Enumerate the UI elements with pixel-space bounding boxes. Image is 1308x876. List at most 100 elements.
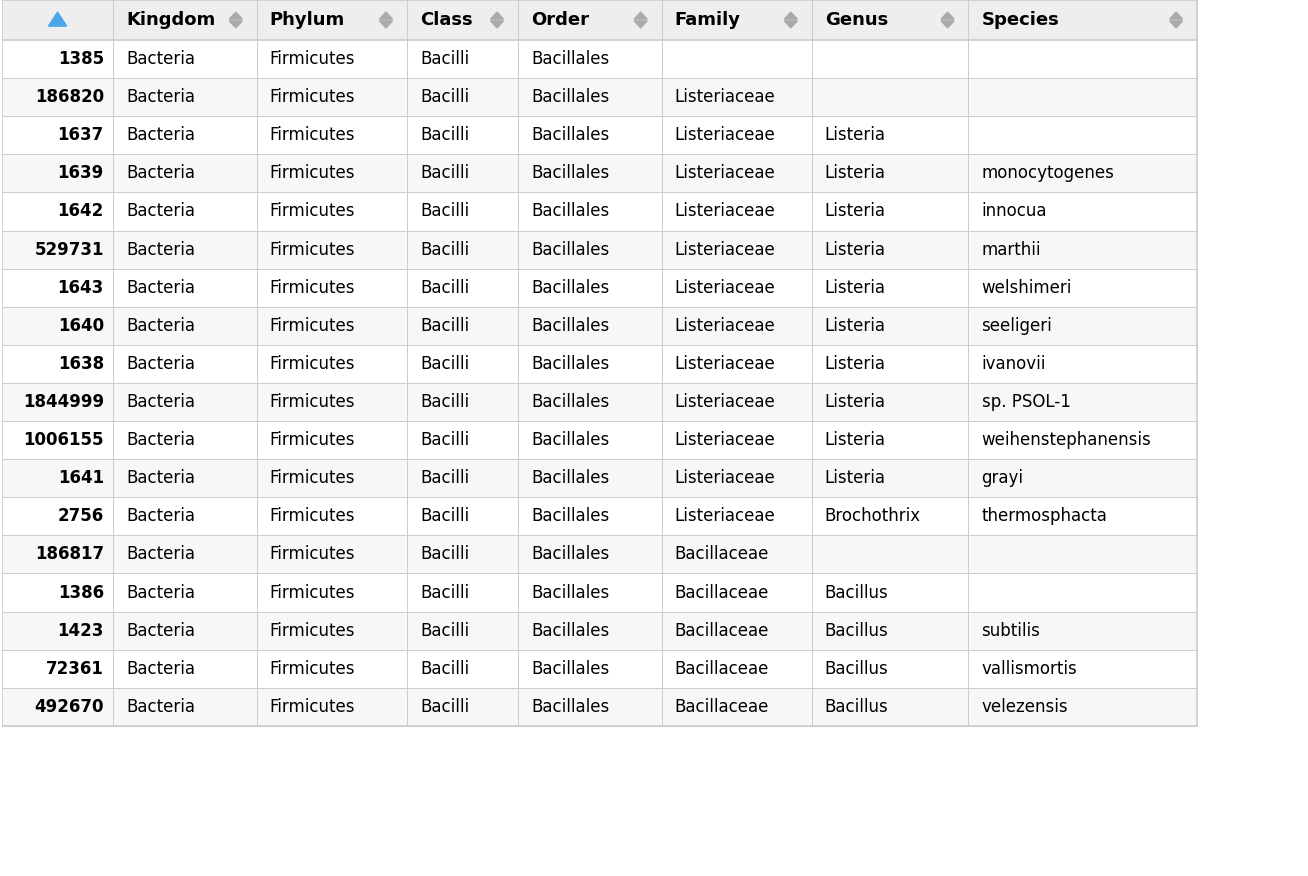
Text: 1640: 1640 [58,317,103,335]
Text: Bacillales: Bacillales [531,622,610,639]
Bar [3,498,1197,535]
Text: Bacilli: Bacilli [420,317,470,335]
Text: velezensis: velezensis [981,698,1069,716]
Text: Firmicutes: Firmicutes [269,470,356,487]
Text: Bacillaceae: Bacillaceae [675,698,769,716]
Text: Bacteria: Bacteria [126,393,195,411]
Text: Listeria: Listeria [825,241,886,258]
Text: Phylum: Phylum [269,11,345,29]
Text: Listeria: Listeria [825,279,886,297]
Text: Bacteria: Bacteria [126,202,195,221]
Text: subtilis: subtilis [981,622,1040,639]
Bar [3,574,1197,611]
Text: 1642: 1642 [58,202,103,221]
Bar [3,345,1197,383]
Text: Listeria: Listeria [825,165,886,182]
Text: 1639: 1639 [58,165,103,182]
Text: Bacillaceae: Bacillaceae [675,583,769,602]
Text: Bacilli: Bacilli [420,431,470,449]
Text: Firmicutes: Firmicutes [269,355,356,373]
Polygon shape [785,21,798,28]
Text: Brochothrix: Brochothrix [825,507,921,526]
Text: Bacteria: Bacteria [126,50,195,68]
Text: Bacilli: Bacilli [420,660,470,678]
Polygon shape [379,12,392,19]
Text: Bacillales: Bacillales [531,470,610,487]
Text: 2756: 2756 [58,507,103,526]
Polygon shape [379,21,392,28]
Bar [3,611,1197,650]
Bar [3,40,1197,78]
Polygon shape [785,12,798,19]
Text: Firmicutes: Firmicutes [269,279,356,297]
Text: 1638: 1638 [58,355,103,373]
Text: Listeriaceae: Listeriaceae [675,202,776,221]
Text: Bacteria: Bacteria [126,355,195,373]
Text: Bacilli: Bacilli [420,165,470,182]
Text: innocua: innocua [981,202,1046,221]
Text: Bacteria: Bacteria [126,507,195,526]
Text: Listeriaceae: Listeriaceae [675,88,776,106]
Text: Bacilli: Bacilli [420,50,470,68]
Polygon shape [1169,12,1182,19]
Text: Class: Class [420,11,472,29]
Text: Bacilli: Bacilli [420,393,470,411]
Text: Bacillales: Bacillales [531,355,610,373]
Text: Bacteria: Bacteria [126,470,195,487]
Polygon shape [634,21,647,28]
Polygon shape [229,12,242,19]
Polygon shape [940,12,954,19]
Text: Bacteria: Bacteria [126,317,195,335]
Text: 186820: 186820 [35,88,103,106]
Text: Firmicutes: Firmicutes [269,202,356,221]
Text: Bacteria: Bacteria [126,698,195,716]
Text: Bacillaceae: Bacillaceae [675,546,769,563]
Text: Bacillaceae: Bacillaceae [675,660,769,678]
Text: 529731: 529731 [34,241,103,258]
Bar [3,0,1197,40]
Text: Kingdom: Kingdom [126,11,216,29]
Bar [3,230,1197,269]
Bar [3,117,1197,154]
Text: Bacilli: Bacilli [420,470,470,487]
Text: Bacillales: Bacillales [531,165,610,182]
Text: Bacillales: Bacillales [531,546,610,563]
Text: Order: Order [531,11,589,29]
Bar [3,459,1197,498]
Text: Bacillales: Bacillales [531,279,610,297]
Text: Bacillales: Bacillales [531,698,610,716]
Bar [3,688,1197,726]
Text: Bacilli: Bacilli [420,583,470,602]
Text: Bacteria: Bacteria [126,583,195,602]
Text: Bacillales: Bacillales [531,241,610,258]
Text: Bacteria: Bacteria [126,279,195,297]
Text: Listeriaceae: Listeriaceae [675,507,776,526]
Text: Listeria: Listeria [825,202,886,221]
Polygon shape [940,21,954,28]
Text: 1637: 1637 [58,126,103,145]
Polygon shape [48,12,67,26]
Text: Firmicutes: Firmicutes [269,660,356,678]
Text: Firmicutes: Firmicutes [269,583,356,602]
Text: Firmicutes: Firmicutes [269,50,356,68]
Text: Listeriaceae: Listeriaceae [675,355,776,373]
Text: Bacillales: Bacillales [531,507,610,526]
Text: Species: Species [981,11,1059,29]
Text: Bacillales: Bacillales [531,660,610,678]
Text: Firmicutes: Firmicutes [269,431,356,449]
Text: Family: Family [675,11,740,29]
Text: Bacillales: Bacillales [531,126,610,145]
Text: 1844999: 1844999 [22,393,103,411]
Bar [3,421,1197,459]
Text: Bacilli: Bacilli [420,355,470,373]
Text: Bacteria: Bacteria [126,241,195,258]
Text: Bacilli: Bacilli [420,279,470,297]
Text: Bacteria: Bacteria [126,88,195,106]
Text: Listeriaceae: Listeriaceae [675,241,776,258]
Text: Listeriaceae: Listeriaceae [675,279,776,297]
Text: Listeria: Listeria [825,317,886,335]
Text: weihenstephanensis: weihenstephanensis [981,431,1151,449]
Text: Listeriaceae: Listeriaceae [675,470,776,487]
Text: Listeria: Listeria [825,431,886,449]
Text: 1643: 1643 [58,279,103,297]
